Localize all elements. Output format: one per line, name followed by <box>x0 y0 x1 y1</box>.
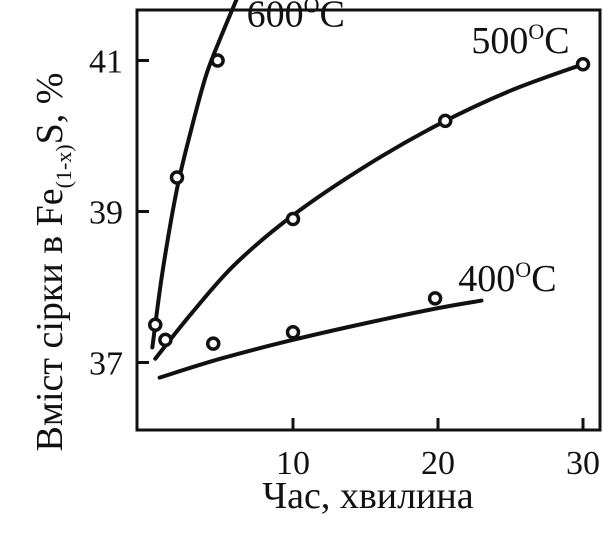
data-point-500-2 <box>438 113 453 129</box>
series-curves <box>150 0 585 380</box>
data-point-500-1 <box>285 211 301 227</box>
series-label-600: 600OC <box>247 0 345 36</box>
y-tick-label-2: 41 <box>89 44 123 81</box>
data-point-400-2 <box>427 291 443 306</box>
data-markers <box>148 53 591 351</box>
series-line-400 <box>157 298 484 380</box>
series-label-500: 500OC <box>471 19 569 62</box>
series-line-500 <box>153 62 585 361</box>
data-point-400-0 <box>206 336 221 351</box>
data-point-600-0 <box>148 317 163 332</box>
y-axis-label-prefix: Вміст сірки в Fe <box>29 188 71 451</box>
data-point-500-0 <box>158 332 173 348</box>
series-line-600 <box>150 0 239 350</box>
x-tick-label-1: 20 <box>421 445 455 482</box>
data-point-600-2 <box>210 53 225 68</box>
series-labels: 600OC 500OC 400OC <box>247 0 570 300</box>
y-tick-label-1: 39 <box>89 195 123 232</box>
series-label-400: 400OC <box>458 257 556 300</box>
y-tick-label-0: 37 <box>89 346 123 383</box>
y-axis-label-subscript: (1-x) <box>51 144 76 188</box>
x-tick-label-0: 10 <box>276 445 310 482</box>
axis-ticks: 10 20 30 37 39 41 <box>89 44 600 483</box>
plot-frame <box>135 8 602 432</box>
data-point-500-3 <box>575 57 591 72</box>
data-point-600-1 <box>169 170 185 185</box>
plot-area <box>135 8 602 432</box>
y-axis-label: Вміст сірки в Fe(1-x)S, % <box>29 73 76 452</box>
y-axis-label-suffix: S, % <box>29 73 71 145</box>
x-axis-label: Час, хвилина <box>262 475 473 517</box>
x-tick-label-2: 30 <box>566 445 600 482</box>
data-point-400-1 <box>285 325 301 340</box>
